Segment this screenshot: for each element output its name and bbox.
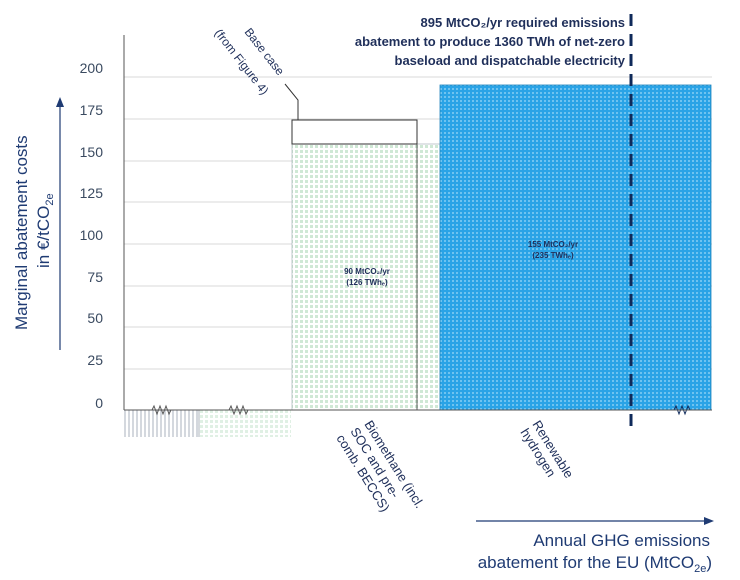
y-tick-label: 125: [80, 185, 104, 201]
y-axis-title-group: Marginal abatement costs in €/tCO2e: [12, 97, 64, 350]
x-axis-title-line1: Annual GHG emissions: [533, 531, 710, 550]
y-axis-arrow-head: [56, 97, 64, 107]
green-stub-area: [199, 410, 291, 437]
x-axis-title-main: abatement for the EU (MtCO: [478, 553, 694, 572]
bar-base-case: [291, 119, 418, 145]
bar-label-biomethane-line1: 90 MtCO₂/yr: [344, 267, 390, 276]
x-axis-title-line2: abatement for the EU (MtCO2e): [478, 553, 712, 575]
bar-label-biomethane-line2: (126 TWhₑ): [346, 278, 388, 287]
bar-label-hydrogen-line2: (235 TWhₑ): [532, 251, 574, 260]
annotation-line3: baseload and dispatchable electricity: [395, 53, 626, 68]
y-axis-title-line2: in €/tCO2e: [34, 193, 56, 268]
y-tick-label: 100: [80, 227, 104, 243]
y-tick-label: 50: [87, 310, 103, 326]
x-axis-title-end: ): [706, 553, 712, 572]
annotation-line1: 895 MtCO₂/yr required emissions: [421, 15, 625, 30]
y-axis-title-line1: Marginal abatement costs: [12, 135, 31, 330]
base-case-leader-line: [284, 83, 299, 120]
annotation-line2: abatement to produce 1360 TWh of net-zer…: [355, 34, 625, 49]
y-tick-label: 0: [95, 395, 103, 411]
x-axis-arrow-head: [704, 517, 714, 525]
bar-label-hydrogen-line1: 155 MtCO₂/yr: [528, 240, 578, 249]
x-axis-title-sub: 2e: [694, 563, 706, 575]
y-axis-title-sub: 2e: [44, 193, 56, 205]
y-tick-label: 175: [80, 102, 104, 118]
axis-break-icon: [668, 404, 697, 416]
bar-biomethane: [291, 143, 441, 411]
y-tick-label: 25: [87, 352, 103, 368]
y-tick-label: 150: [80, 144, 104, 160]
grey-stub-area: [124, 410, 199, 437]
y-tick-label: 200: [80, 60, 104, 76]
y-tick-label: 75: [87, 269, 103, 285]
y-tick-labels: 200 175 150 125 100 75 50 25 0: [80, 60, 104, 411]
bar-hydrogen: [439, 84, 712, 411]
y-axis-title-main: in €/tCO: [34, 206, 53, 268]
